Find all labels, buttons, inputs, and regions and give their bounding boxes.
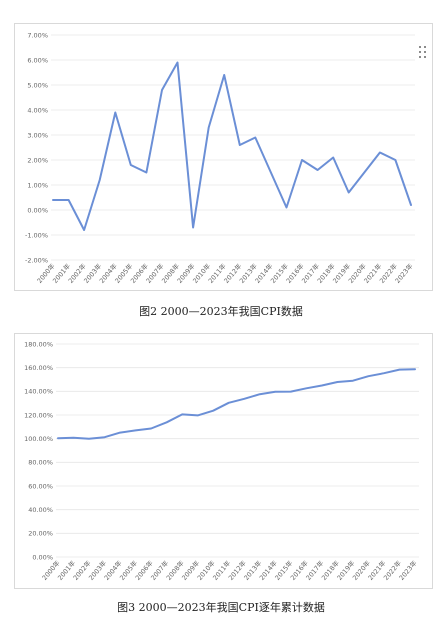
- series-line: [57, 368, 416, 440]
- cpi-annual-chart: -2.00% -1.00% 0.00% 1.00% 2.00% 3.00% 4.00% 5.0…: [25, 31, 415, 285]
- data-point: [130, 164, 132, 166]
- data-point: [150, 427, 152, 429]
- y-tick-label: 4.00%: [27, 106, 48, 114]
- data-point: [52, 199, 54, 201]
- y-tick-label: 140.00%: [24, 388, 53, 396]
- data-point: [243, 398, 245, 400]
- data-point: [332, 156, 334, 158]
- data-point: [352, 379, 354, 381]
- y-tick-label: 40.00%: [28, 506, 53, 514]
- y-tick-label: 3.00%: [27, 131, 48, 139]
- data-point: [398, 368, 400, 370]
- data-point: [192, 226, 194, 228]
- data-point: [57, 437, 59, 439]
- data-point: [305, 387, 307, 389]
- series-line: [52, 61, 412, 231]
- data-point: [165, 421, 167, 423]
- y-tick-label: 5.00%: [27, 81, 48, 89]
- y-tick-label: 2.00%: [27, 156, 48, 164]
- data-point: [119, 431, 121, 433]
- y-tick-label: 1.00%: [27, 181, 48, 189]
- chart-2-panel: 0.00% 20.00% 40.00% 60.00% 80.00% 100.00% 120.…: [14, 333, 433, 589]
- data-point: [196, 414, 198, 416]
- data-point: [239, 144, 241, 146]
- y-tick-label: 0.00%: [27, 206, 48, 214]
- y-tick-label: -2.00%: [25, 256, 48, 264]
- y-tick-label: 0.00%: [32, 553, 53, 561]
- y-tick-label: 100.00%: [24, 435, 53, 443]
- data-point: [367, 375, 369, 377]
- x-tick-label: 2023年: [397, 558, 419, 582]
- data-point: [176, 61, 178, 63]
- data-point: [223, 74, 225, 76]
- data-point: [134, 429, 136, 431]
- data-point: [394, 159, 396, 161]
- data-point: [383, 372, 385, 374]
- y-tick-label: 6.00%: [27, 56, 48, 64]
- data-point: [98, 179, 100, 181]
- chart-1-caption: 图2 2000—2023年我国CPI数据: [139, 305, 303, 318]
- data-point: [207, 126, 209, 128]
- cpi-cumulative-chart: 0.00% 20.00% 40.00% 60.00% 80.00% 100.00% 120.…: [24, 340, 419, 582]
- data-point: [161, 89, 163, 91]
- data-point: [228, 402, 230, 404]
- data-point: [301, 159, 303, 161]
- data-point: [181, 413, 183, 415]
- data-point: [379, 151, 381, 153]
- data-point: [145, 171, 147, 173]
- data-point: [114, 111, 116, 113]
- y-tick-label: 7.00%: [27, 31, 48, 39]
- data-point: [103, 436, 105, 438]
- chart-2-caption: 图3 2000—2023年我国CPI逐年累计数据: [117, 601, 325, 614]
- y-tick-label: 160.00%: [24, 364, 53, 372]
- data-point: [259, 393, 261, 395]
- data-point: [363, 171, 365, 173]
- more-dots-icon[interactable]: [419, 46, 429, 60]
- data-point: [212, 410, 214, 412]
- data-point: [348, 191, 350, 193]
- y-tick-label: 20.00%: [28, 530, 53, 538]
- data-point: [336, 381, 338, 383]
- data-point: [410, 204, 412, 206]
- data-point: [316, 169, 318, 171]
- chart-1-panel: -2.00% -1.00% 0.00% 1.00% 2.00% 3.00% 4.00% 5.0…: [14, 23, 433, 291]
- data-point: [414, 368, 416, 370]
- data-point: [88, 437, 90, 439]
- y-tick-label: 80.00%: [28, 459, 53, 467]
- y-tick-label: 120.00%: [24, 411, 53, 419]
- data-point: [274, 391, 276, 393]
- data-point: [83, 229, 85, 231]
- data-point: [270, 171, 272, 173]
- y-tick-label: 60.00%: [28, 482, 53, 490]
- data-point: [254, 136, 256, 138]
- data-point: [72, 437, 74, 439]
- data-point: [321, 384, 323, 386]
- y-tick-label: 180.00%: [24, 340, 53, 348]
- x-tick-label: 2023年: [393, 261, 415, 285]
- y-tick-label: -1.00%: [25, 231, 48, 239]
- data-point: [67, 199, 69, 201]
- data-point: [285, 206, 287, 208]
- data-point: [290, 390, 292, 392]
